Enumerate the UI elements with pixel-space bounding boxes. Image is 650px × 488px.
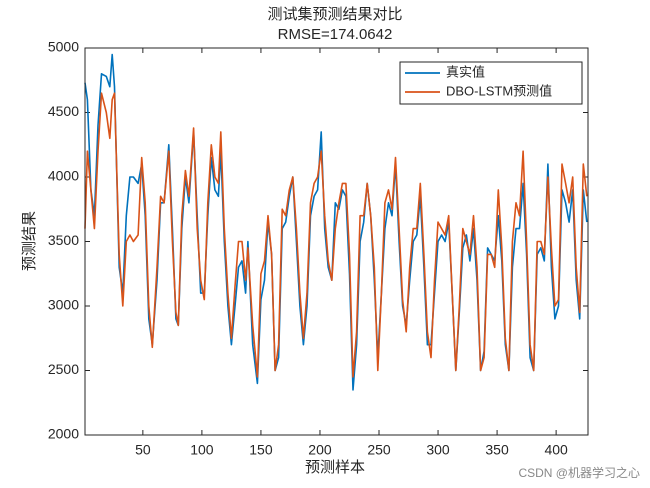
y-tick-label: 5000 [48, 39, 79, 55]
axes-box [84, 47, 589, 436]
x-axis-label: 预测样本 [305, 459, 365, 476]
chart-title: 测试集预测结果对比 [267, 6, 402, 23]
legend-label: 真实值 [446, 64, 485, 79]
legend-box [399, 61, 583, 105]
x-tick-label: 400 [544, 442, 568, 458]
x-tick-label: 200 [308, 442, 332, 458]
chart-subtitle: RMSE=174.0642 [278, 26, 393, 43]
legend-label: DBO-LSTM预测值 [446, 83, 552, 98]
y-tick-label: 4500 [48, 103, 79, 119]
y-tick-label: 4000 [48, 168, 79, 184]
y-tick-label: 3500 [48, 232, 79, 248]
y-tick-label: 3000 [48, 297, 79, 313]
x-tick-label: 350 [485, 442, 509, 458]
x-tick-label: 150 [249, 442, 273, 458]
x-tick-label: 300 [426, 442, 450, 458]
x-tick-label: 100 [190, 442, 214, 458]
data-line [84, 92, 588, 378]
y-tick-label: 2500 [48, 361, 79, 377]
x-tick-label: 50 [135, 442, 151, 458]
y-axis-label: 预测结果 [21, 211, 38, 271]
watermark: CSDN @机器学习之心 [518, 465, 640, 480]
y-tick-label: 2000 [48, 426, 79, 442]
x-tick-label: 250 [367, 442, 391, 458]
